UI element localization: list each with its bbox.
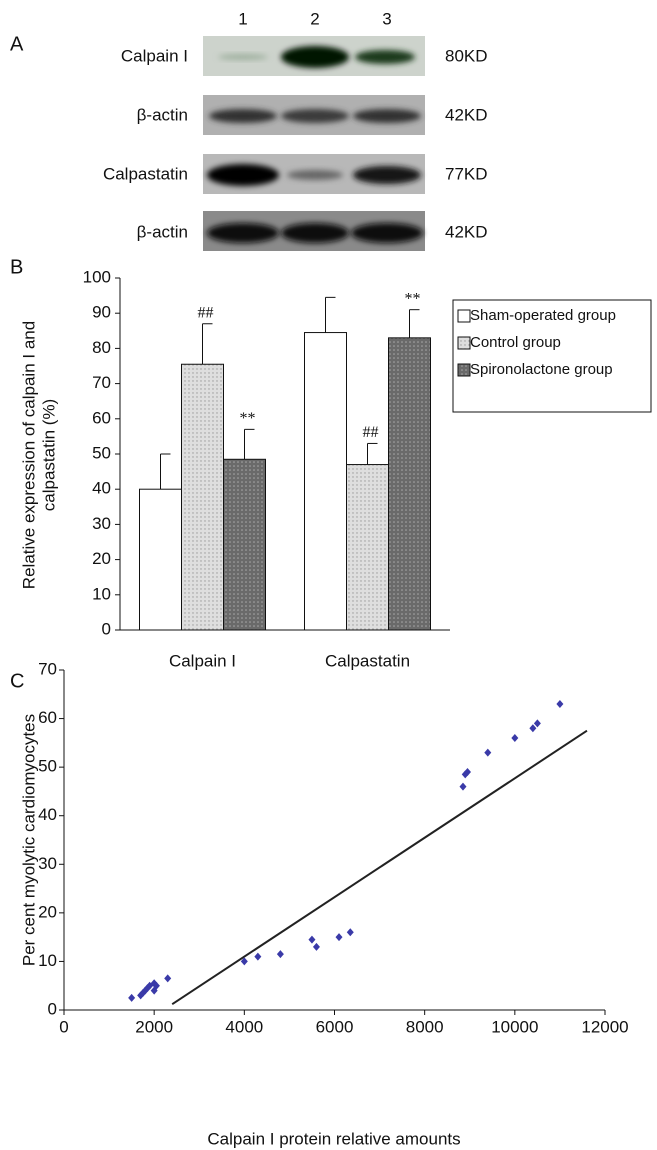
point: [347, 928, 354, 936]
bar: [140, 489, 182, 630]
x-tick-label: 4000: [225, 1017, 263, 1036]
size-label: 80KD: [445, 46, 488, 65]
x-tick-label: Calpain I: [169, 651, 236, 670]
y-tick-label: 40: [38, 805, 57, 824]
panel-label: C: [10, 670, 24, 692]
legend-label: Spironolactone group: [470, 361, 613, 378]
bar: [182, 364, 224, 630]
point: [277, 950, 284, 958]
panel-label: A: [10, 33, 24, 55]
point: [336, 933, 343, 941]
point: [164, 974, 171, 982]
y-tick-label: 60: [38, 708, 57, 727]
x-tick-label: 10000: [491, 1017, 538, 1036]
point: [459, 783, 466, 791]
bar: [389, 338, 431, 630]
y-tick-label: 70: [92, 373, 111, 392]
x-tick-label: 12000: [581, 1017, 628, 1036]
x-tick-label: 8000: [406, 1017, 444, 1036]
legend-label: Sham-operated group: [470, 307, 616, 324]
bar: [347, 465, 389, 630]
y-axis-label: calpastatin (%): [39, 399, 58, 511]
y-tick-label: 0: [48, 999, 57, 1018]
x-tick-label: 6000: [316, 1017, 354, 1036]
lane-label: 2: [310, 9, 319, 28]
y-axis-label: Per cent myolytic cardiomyocytes: [19, 714, 38, 966]
lane-label: 1: [238, 9, 247, 28]
lane-label: 3: [382, 9, 391, 28]
annotation: **: [405, 290, 421, 307]
legend-swatch: [458, 364, 470, 376]
blot: [203, 36, 425, 251]
figure: A B C 1 2 3 Calpain I 80KD β-actin 42KD …: [0, 0, 657, 1150]
point: [511, 734, 518, 742]
y-tick-label: 0: [102, 619, 111, 638]
trendline: [172, 731, 587, 1004]
bar: [305, 333, 347, 630]
y-tick-label: 100: [83, 267, 111, 286]
x-tick-label: Calpastatin: [325, 651, 410, 670]
panel-label: B: [10, 256, 23, 278]
size-label: 42KD: [445, 105, 488, 124]
y-tick-label: 10: [38, 951, 57, 970]
y-tick-label: 90: [92, 303, 111, 322]
protein-label: Calpain I: [121, 46, 188, 65]
point: [313, 943, 320, 951]
legend-swatch: [458, 310, 470, 322]
x-axis-label: Calpain I protein relative amounts: [207, 1129, 460, 1148]
y-tick-label: 20: [38, 902, 57, 921]
point: [254, 953, 261, 961]
point: [128, 994, 135, 1002]
x-tick-label: 0: [59, 1017, 68, 1036]
point: [529, 724, 536, 732]
y-tick-label: 50: [38, 757, 57, 776]
y-tick-label: 30: [92, 514, 111, 533]
y-tick-label: 50: [92, 443, 111, 462]
legend-swatch: [458, 337, 470, 349]
point: [534, 719, 541, 727]
x-tick-label: 2000: [135, 1017, 173, 1036]
y-tick-label: 40: [92, 479, 111, 498]
bar: [224, 459, 266, 630]
point: [308, 936, 315, 944]
size-label: 77KD: [445, 164, 488, 183]
protein-label: β-actin: [137, 105, 188, 124]
y-tick-label: 80: [92, 338, 111, 357]
protein-label: β-actin: [137, 222, 188, 241]
y-tick-label: 70: [38, 659, 57, 678]
y-tick-label: 30: [38, 854, 57, 873]
legend-label: Control group: [470, 334, 561, 351]
y-tick-label: 20: [92, 549, 111, 568]
y-tick-label: 60: [92, 408, 111, 427]
annotation: **: [240, 410, 256, 427]
point: [556, 700, 563, 708]
y-tick-label: 10: [92, 584, 111, 603]
annotation: ##: [198, 304, 214, 321]
size-label: 42KD: [445, 222, 488, 241]
y-axis-label: Relative expression of calpain I and: [19, 321, 38, 589]
protein-label: Calpastatin: [103, 164, 188, 183]
point: [484, 749, 491, 757]
annotation: ##: [363, 424, 379, 441]
